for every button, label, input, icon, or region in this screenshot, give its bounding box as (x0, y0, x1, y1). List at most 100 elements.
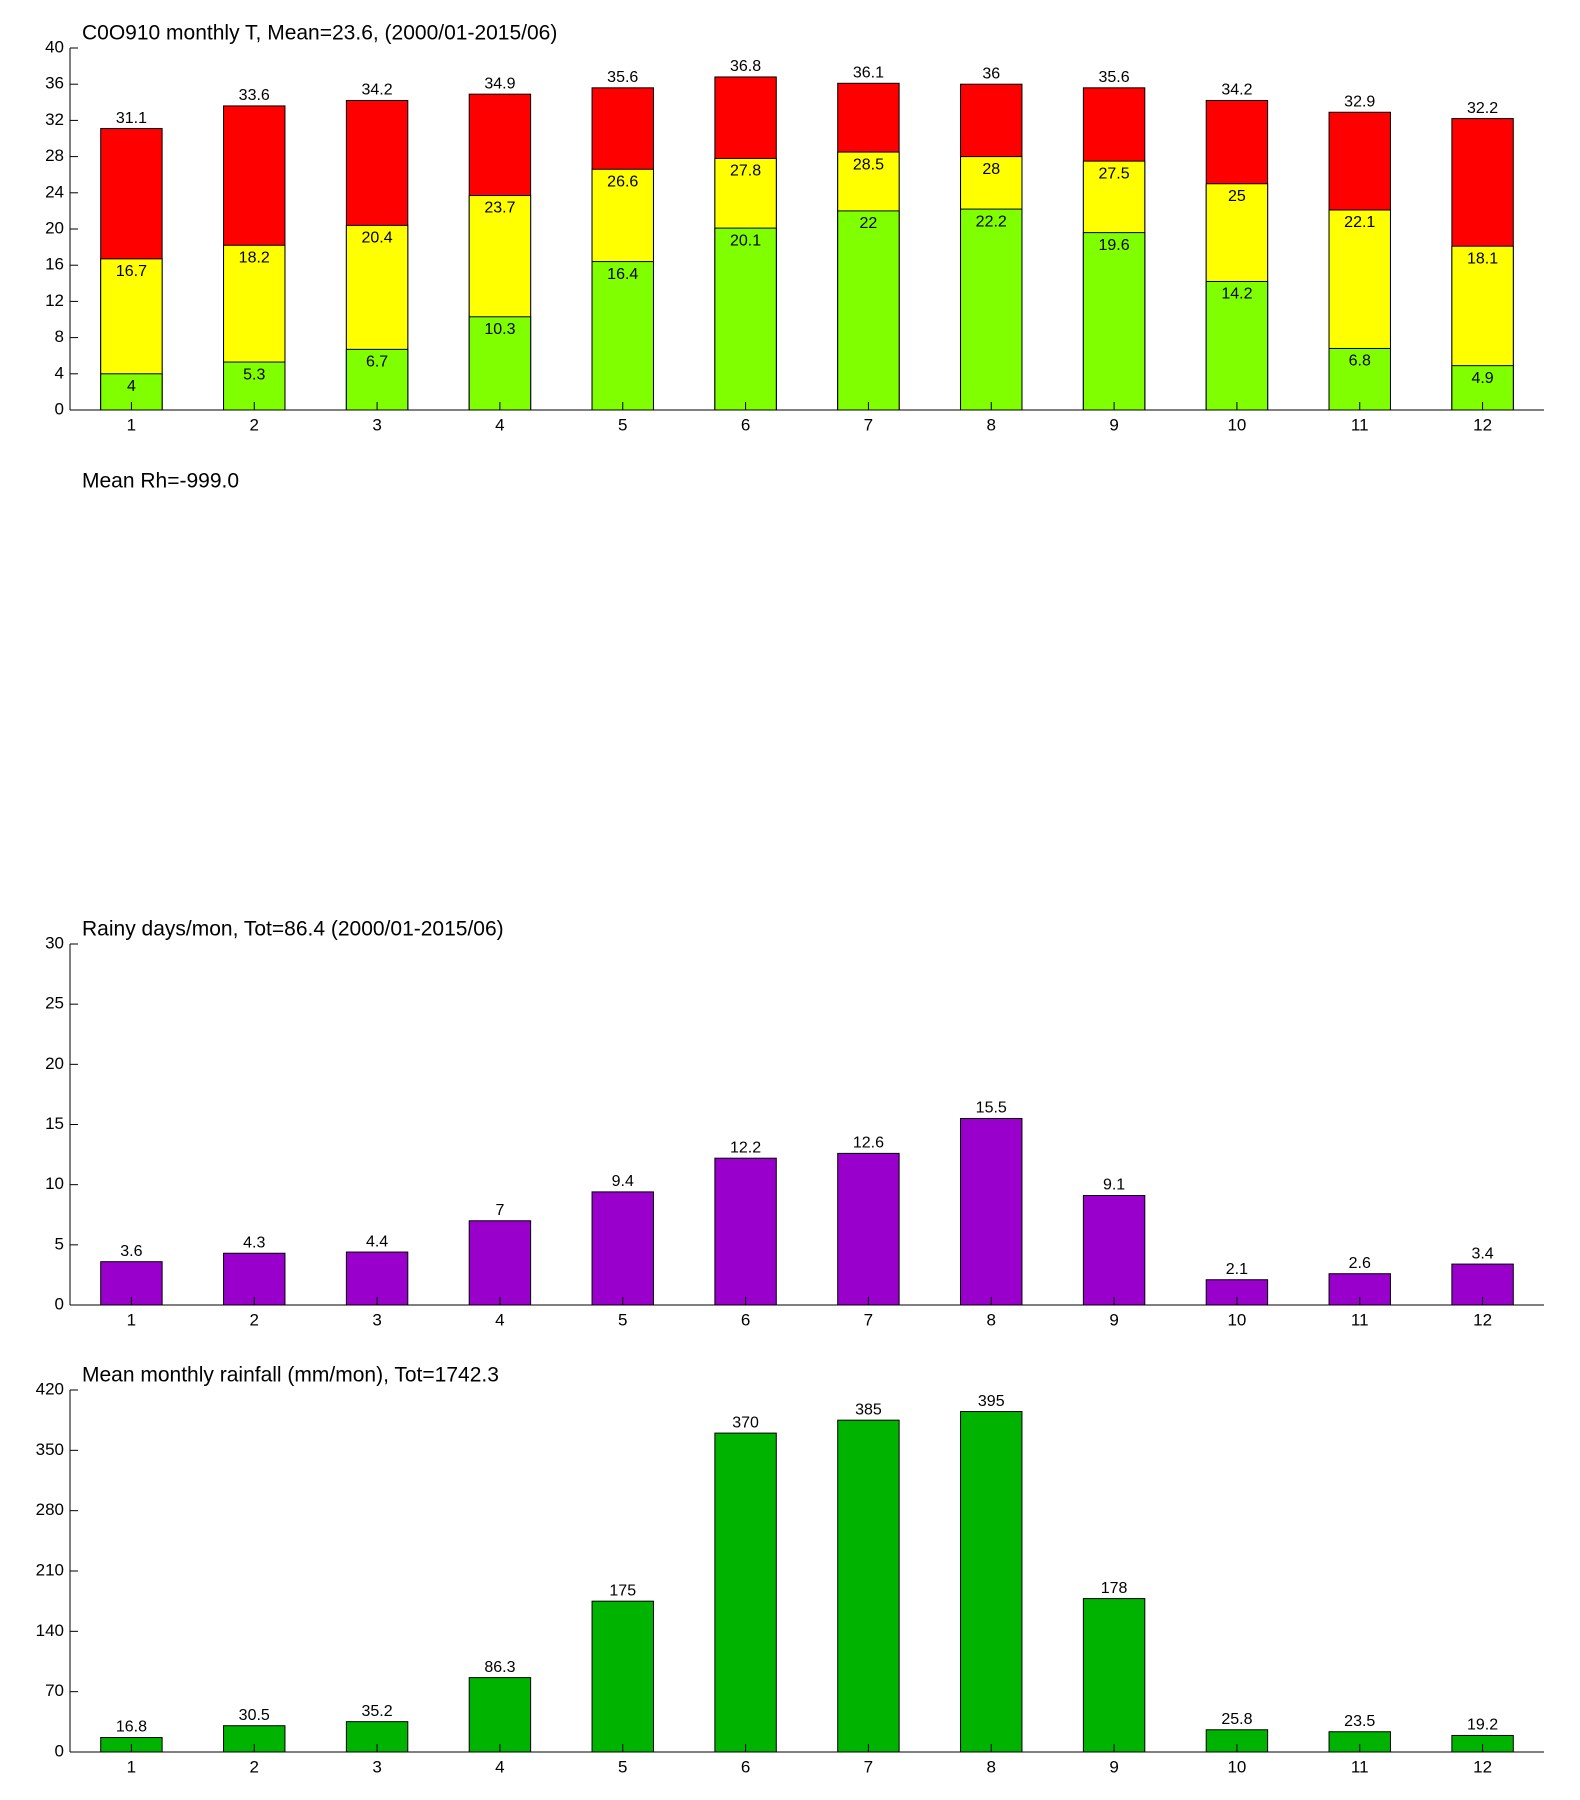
y-tick-label: 40 (45, 37, 64, 56)
value-label: 27.5 (1099, 165, 1130, 182)
x-tick-label: 12 (1473, 1310, 1492, 1329)
value-label: 36.8 (730, 58, 761, 75)
y-tick-label: 4 (55, 363, 64, 382)
value-label: 36.1 (853, 65, 884, 82)
x-tick-label: 5 (618, 415, 627, 434)
x-tick-label: 3 (372, 1310, 381, 1329)
y-tick-label: 16 (45, 255, 64, 274)
x-tick-label: 10 (1227, 1310, 1246, 1329)
bar (591, 1191, 654, 1306)
value-label: 28.5 (853, 156, 884, 173)
value-label: 4 (127, 378, 136, 395)
value-label: 12.2 (730, 1139, 761, 1156)
value-label: 18.2 (239, 250, 270, 267)
y-tick-label: 5 (55, 1234, 64, 1253)
y-tick-label: 25 (45, 994, 64, 1013)
value-label: 6.7 (366, 354, 388, 371)
value-label: 19.6 (1099, 237, 1130, 254)
x-tick-label: 1 (127, 1310, 136, 1329)
y-tick-label: 0 (55, 1741, 64, 1760)
x-tick-label: 11 (1351, 1310, 1369, 1329)
bar (1451, 1263, 1514, 1306)
y-tick-label: 10 (45, 1174, 64, 1193)
y-tick-label: 70 (45, 1681, 64, 1700)
value-label: 9.4 (612, 1173, 634, 1190)
value-label: 23.7 (484, 200, 515, 217)
value-label: 7 (495, 1202, 504, 1219)
y-tick-label: 20 (45, 218, 64, 237)
x-tick-label: 6 (741, 415, 750, 434)
value-label: 3.6 (120, 1243, 142, 1260)
value-label: 9.1 (1103, 1177, 1125, 1194)
value-label: 32.2 (1467, 100, 1498, 117)
x-tick-label: 6 (741, 1757, 750, 1776)
bar (714, 1157, 777, 1306)
bar (223, 1252, 286, 1306)
value-label: 18.1 (1467, 250, 1498, 267)
y-tick-label: 140 (36, 1621, 64, 1640)
chart-title: Rainy days/mon, Tot=86.4 (2000/01-2015/0… (82, 918, 504, 941)
value-label: 22.2 (976, 213, 1007, 230)
y-tick-label: 36 (45, 74, 64, 93)
value-label: 25 (1228, 188, 1246, 205)
value-label: 34.2 (1221, 82, 1252, 99)
bar (1082, 1194, 1146, 1306)
x-tick-label: 1 (127, 415, 136, 434)
value-label: 31.1 (116, 110, 147, 127)
value-label: 370 (732, 1414, 759, 1431)
chart-title: Mean monthly rainfall (mm/mon), Tot=1742… (82, 1364, 499, 1387)
value-label: 178 (1101, 1580, 1128, 1597)
value-label: 86.3 (484, 1659, 515, 1676)
bar (837, 1152, 900, 1306)
value-label: 30.5 (239, 1707, 270, 1724)
value-label: 16.7 (116, 263, 147, 280)
x-tick-label: 2 (250, 1757, 259, 1776)
value-label: 16.4 (607, 266, 638, 283)
bar (960, 1117, 1023, 1306)
value-label: 28 (982, 161, 1000, 178)
x-tick-label: 3 (372, 1757, 381, 1776)
x-tick-label: 11 (1351, 1757, 1369, 1776)
x-tick-label: 12 (1473, 1757, 1492, 1776)
chart-title: C0O910 monthly T, Mean=23.6, (2000/01-20… (82, 22, 557, 45)
x-tick-label: 7 (864, 1757, 873, 1776)
value-label: 15.5 (976, 1100, 1007, 1117)
y-tick-label: 210 (36, 1560, 64, 1579)
bar (960, 208, 1023, 411)
value-label: 10.3 (484, 321, 515, 338)
x-tick-label: 12 (1473, 415, 1492, 434)
value-label: 4.4 (366, 1233, 388, 1250)
bar (468, 316, 532, 411)
y-tick-label: 32 (45, 110, 64, 129)
value-label: 5.3 (243, 366, 265, 383)
x-tick-label: 5 (618, 1757, 627, 1776)
x-tick-label: 1 (127, 1757, 136, 1776)
bar (1205, 280, 1269, 411)
y-tick-label: 8 (55, 327, 64, 346)
value-label: 395 (978, 1393, 1005, 1410)
x-tick-label: 2 (250, 415, 259, 434)
value-label: 20.1 (730, 232, 761, 249)
y-tick-label: 350 (36, 1440, 64, 1459)
bar (591, 261, 654, 411)
bar (1328, 347, 1391, 411)
x-tick-label: 4 (495, 1757, 504, 1776)
x-tick-label: 2 (250, 1310, 259, 1329)
bar (960, 1411, 1023, 1753)
x-tick-label: 5 (618, 1310, 627, 1329)
bar (345, 348, 409, 411)
value-label: 175 (609, 1582, 636, 1599)
value-label: 2.1 (1226, 1261, 1248, 1278)
x-tick-label: 9 (1109, 1757, 1118, 1776)
x-tick-label: 4 (495, 415, 504, 434)
bar (468, 1220, 532, 1306)
value-label: 6.8 (1349, 353, 1371, 370)
bar (837, 1419, 900, 1753)
x-tick-label: 7 (864, 1310, 873, 1329)
y-tick-label: 30 (45, 933, 64, 952)
bar (837, 210, 900, 411)
bar (714, 1432, 777, 1753)
value-label: 34.2 (362, 82, 393, 99)
